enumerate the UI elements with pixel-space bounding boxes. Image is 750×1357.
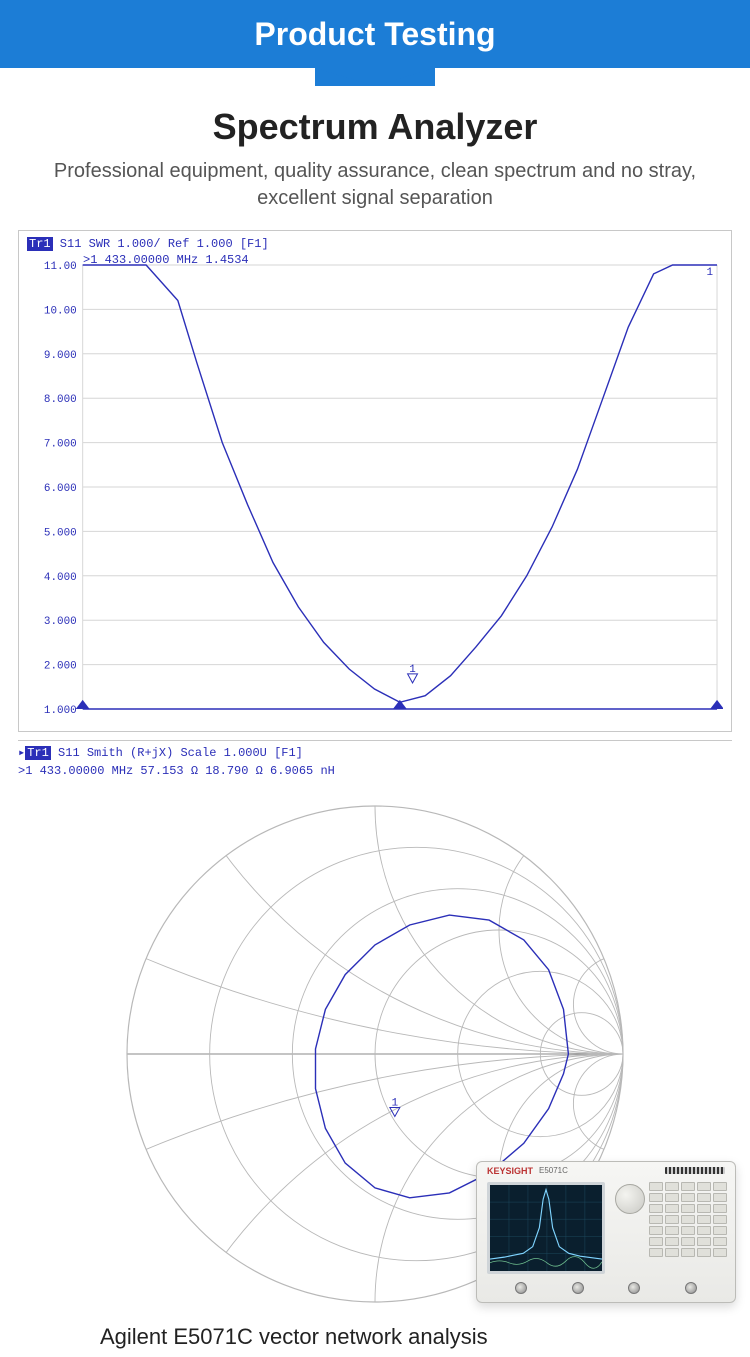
device-screen-trace [490, 1185, 602, 1272]
device-caption: Agilent E5071C vector network analysis [100, 1324, 750, 1350]
banner: Product Testing [0, 0, 750, 68]
swr-chart-panel: Tr1 S11 SWR 1.000/ Ref 1.000 [F1] >1 433… [18, 230, 732, 732]
chevron-down-icon [365, 88, 385, 98]
page-title: Spectrum Analyzer [0, 106, 750, 148]
device-vent-icon [665, 1167, 725, 1174]
swr-plot: 11.00 10.00 9.000 8.000 7.000 6.000 5.000 4.000… [27, 253, 723, 723]
svg-text:4.000: 4.000 [44, 572, 77, 584]
device-button-grid [649, 1182, 727, 1257]
analyzer-device: KEYSIGHT E5071C [476, 1161, 736, 1303]
svg-text:1.000: 1.000 [44, 705, 77, 717]
subtitle: Professional equipment, quality assuranc… [24, 158, 726, 212]
port-connector-icon [572, 1282, 584, 1294]
smith-header-text: S11 Smith (R+jX) Scale 1.000U [F1] [51, 746, 303, 760]
smith-marker-readout: >1 433.00000 MHz 57.153 Ω 18.790 Ω 6.906… [18, 764, 732, 778]
port-connector-icon [515, 1282, 527, 1294]
port-connector-icon [628, 1282, 640, 1294]
svg-text:11.00: 11.00 [44, 261, 77, 273]
svg-text:3.000: 3.000 [44, 616, 77, 628]
swr-header-text: S11 SWR 1.000/ Ref 1.000 [F1] [53, 237, 269, 251]
svg-text:5.000: 5.000 [44, 527, 77, 539]
device-knob [615, 1184, 645, 1214]
device-model: E5071C [539, 1166, 568, 1175]
svg-text:1: 1 [706, 267, 713, 279]
svg-text:10.00: 10.00 [44, 305, 77, 317]
svg-text:9.000: 9.000 [44, 350, 77, 362]
device-control-panel [611, 1182, 727, 1274]
device-screen [487, 1182, 605, 1274]
swr-svg: 11.00 10.00 9.000 8.000 7.000 6.000 5.000 4.000… [27, 253, 723, 723]
svg-text:7.000: 7.000 [44, 439, 77, 451]
smith-chart-header: ▸Tr1 S11 Smith (R+jX) Scale 1.000U [F1] [18, 745, 732, 760]
swr-trace-tag: Tr1 [27, 237, 53, 251]
swr-chart-header: Tr1 S11 SWR 1.000/ Ref 1.000 [F1] [27, 237, 723, 251]
device-brand: KEYSIGHT [487, 1166, 533, 1176]
device-ports [493, 1282, 719, 1296]
port-connector-icon [685, 1282, 697, 1294]
svg-text:2.000: 2.000 [44, 661, 77, 673]
banner-title: Product Testing [254, 16, 495, 53]
svg-text:8.000: 8.000 [44, 394, 77, 406]
smith-trace-tag: Tr1 [25, 746, 51, 760]
svg-text:6.000: 6.000 [44, 483, 77, 495]
